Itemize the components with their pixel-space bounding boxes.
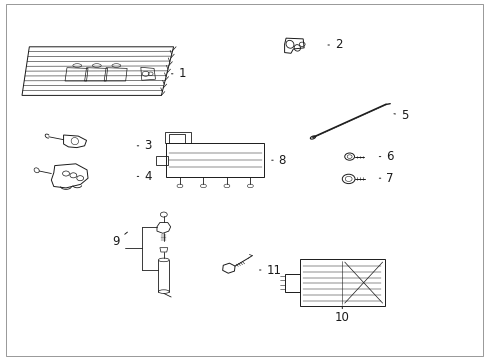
Text: 9: 9 (112, 232, 127, 248)
Text: 11: 11 (259, 264, 281, 276)
Bar (155, 156, 167, 165)
Text: 4: 4 (137, 170, 151, 183)
Bar (299, 259, 384, 306)
Text: 2: 2 (327, 39, 342, 51)
Bar (284, 274, 300, 292)
Text: 3: 3 (137, 139, 151, 152)
Text: 5: 5 (393, 109, 407, 122)
Text: 8: 8 (271, 154, 285, 167)
Text: 6: 6 (379, 150, 393, 163)
Text: 7: 7 (379, 172, 393, 185)
Text: 10: 10 (334, 306, 349, 324)
Text: 1: 1 (171, 67, 185, 80)
Bar (166, 143, 264, 177)
